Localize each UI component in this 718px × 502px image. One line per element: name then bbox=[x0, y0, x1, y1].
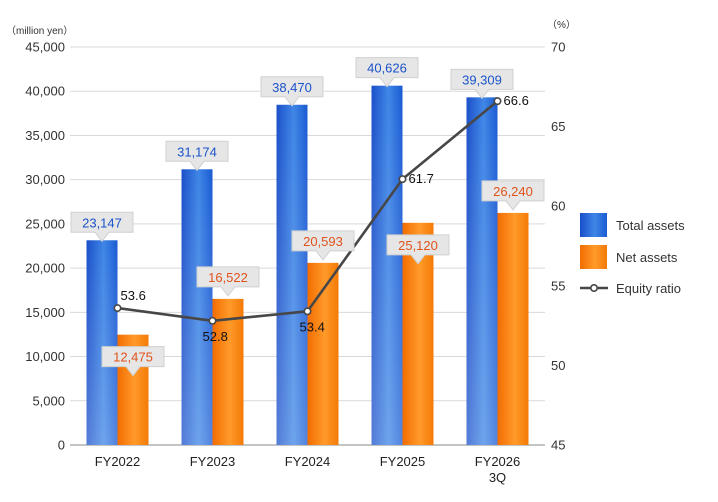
data-label-box bbox=[101, 346, 165, 377]
legend-label: Total assets bbox=[616, 218, 685, 233]
equity-ratio-label: 53.6 bbox=[121, 288, 146, 303]
total-assets-label: 40,626 bbox=[355, 57, 419, 88]
left-tick-label: 0 bbox=[58, 438, 65, 453]
equity-ratio-point bbox=[493, 97, 502, 106]
equity-ratio-label: 66.6 bbox=[504, 93, 529, 108]
left-tick-label: 15,000 bbox=[25, 305, 65, 320]
legend-item-net-assets: Net assets bbox=[580, 245, 678, 269]
equity-ratio-label: 52.8 bbox=[203, 329, 228, 344]
equity-ratio-point bbox=[398, 175, 407, 184]
data-label: 25,120 bbox=[398, 238, 438, 253]
data-label: 39,309 bbox=[462, 72, 502, 87]
total-assets-bar-shade bbox=[371, 85, 403, 445]
left-tick-label: 25,000 bbox=[25, 216, 65, 231]
legend-item-total-assets: Total assets bbox=[580, 213, 685, 237]
left-axis-unit: （million yen） bbox=[6, 25, 73, 37]
data-label-box bbox=[481, 180, 545, 211]
net-assets-label: 16,522 bbox=[196, 266, 260, 297]
left-tick-label: 40,000 bbox=[25, 84, 65, 99]
left-tick-label: 20,000 bbox=[25, 261, 65, 276]
left-tick-label: 5,000 bbox=[32, 393, 65, 408]
total-assets-label: 39,309 bbox=[450, 68, 514, 100]
data-label: 20,593 bbox=[303, 234, 343, 249]
data-label-box bbox=[386, 234, 450, 265]
data-label-box bbox=[165, 140, 229, 172]
x-tick-label: FY2025 bbox=[380, 454, 426, 469]
data-label: 12,475 bbox=[113, 350, 153, 365]
legend-label: Net assets bbox=[616, 250, 678, 265]
data-label-box bbox=[355, 57, 419, 88]
data-label-box bbox=[260, 76, 324, 107]
data-label-box bbox=[70, 211, 134, 243]
x-tick-label: 3Q bbox=[489, 470, 506, 485]
left-tick-label: 45,000 bbox=[25, 40, 65, 55]
left-tick-label: 30,000 bbox=[25, 172, 65, 187]
left-tick-label: 10,000 bbox=[25, 349, 65, 364]
legend-label: Equity ratio bbox=[616, 281, 681, 296]
net-assets-label: 25,120 bbox=[386, 234, 450, 265]
total-assets-bar-shade bbox=[276, 104, 308, 446]
data-labels: 23,147 31,174 38,470 40,626 39,309 12,475 16,5… bbox=[70, 57, 545, 377]
equity-ratio-line: 53.6 52.8 53.4 61.7 66.6 bbox=[113, 93, 529, 344]
total-assets-label: 38,470 bbox=[260, 76, 324, 107]
right-tick-label: 70 bbox=[551, 40, 565, 55]
data-label: 16,522 bbox=[208, 270, 248, 285]
equity-ratio-point bbox=[113, 304, 122, 313]
data-label: 38,470 bbox=[272, 80, 312, 95]
legend-swatch-net-assets bbox=[580, 245, 607, 269]
right-tick-label: 55 bbox=[551, 278, 565, 293]
equity-ratio-point bbox=[208, 316, 217, 325]
legend: Total assets Net assets Equity ratio bbox=[580, 213, 685, 296]
total-assets-bar-shade bbox=[86, 240, 118, 445]
axes: 0 5,000 10,000 15,000 20,000 25,000 30,000 35,0… bbox=[6, 19, 576, 485]
x-tick-label: FY2024 bbox=[285, 454, 331, 469]
data-label: 23,147 bbox=[82, 215, 122, 230]
legend-swatch-total-assets bbox=[580, 213, 607, 237]
right-tick-label: 65 bbox=[551, 119, 565, 134]
total-assets-label: 23,147 bbox=[70, 211, 134, 243]
right-tick-label: 60 bbox=[551, 199, 565, 214]
net-assets-label: 26,240 bbox=[481, 180, 545, 211]
x-tick-label: FY2022 bbox=[95, 454, 141, 469]
equity-ratio-label: 61.7 bbox=[409, 171, 434, 186]
data-label: 26,240 bbox=[493, 184, 533, 199]
right-tick-label: 50 bbox=[551, 358, 565, 373]
left-tick-label: 35,000 bbox=[25, 128, 65, 143]
data-label: 31,174 bbox=[177, 144, 217, 159]
net-assets-label: 12,475 bbox=[101, 346, 165, 377]
total-assets-bar-shade bbox=[466, 97, 498, 445]
legend-item-equity-ratio: Equity ratio bbox=[580, 281, 681, 296]
x-tick-label: FY2026 bbox=[475, 454, 521, 469]
net-assets-label: 20,593 bbox=[291, 230, 355, 261]
total-assets-bar-shade bbox=[181, 169, 213, 445]
equity-ratio-label: 53.4 bbox=[300, 319, 325, 334]
equity-ratio-point bbox=[303, 307, 312, 316]
data-label-box bbox=[450, 68, 514, 100]
right-tick-label: 45 bbox=[551, 438, 565, 453]
net-assets-bar bbox=[497, 212, 529, 445]
bars bbox=[86, 85, 529, 446]
total-assets-label: 31,174 bbox=[165, 140, 229, 172]
data-label-box bbox=[291, 230, 355, 261]
data-label-box bbox=[196, 266, 260, 297]
x-tick-label: FY2023 bbox=[190, 454, 236, 469]
data-label: 40,626 bbox=[367, 61, 407, 76]
net-assets-bar bbox=[212, 298, 244, 445]
right-axis-unit: （%） bbox=[547, 19, 576, 31]
legend-marker-equity-ratio bbox=[589, 283, 598, 292]
net-assets-bar bbox=[307, 262, 339, 445]
